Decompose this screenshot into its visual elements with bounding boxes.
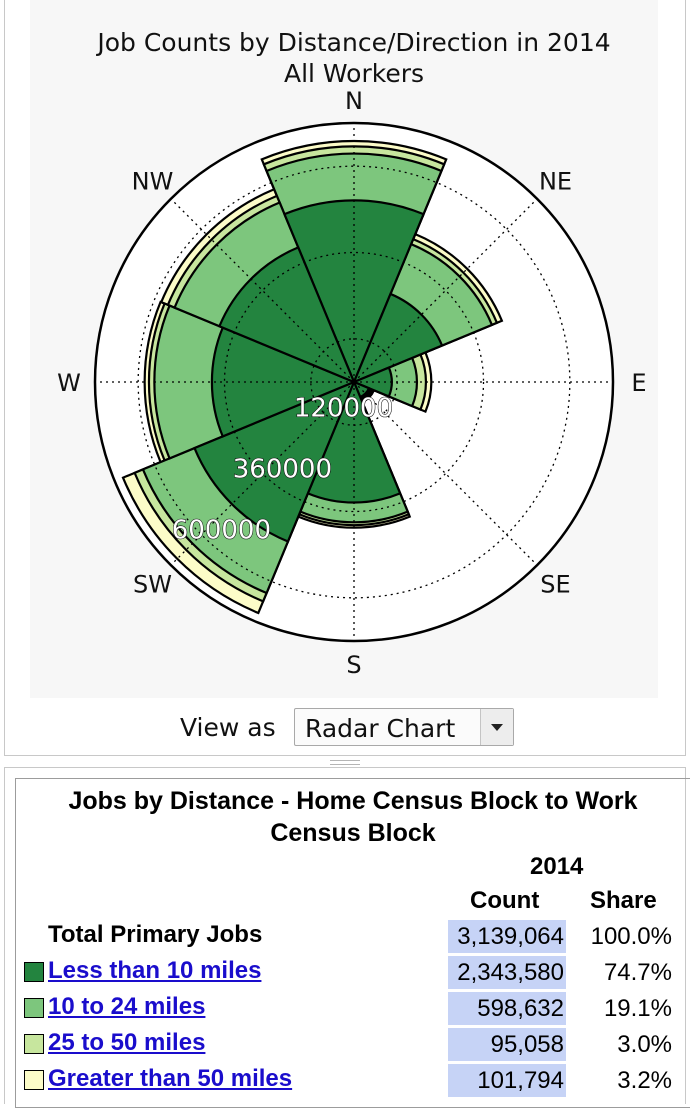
count-cell: 2,343,580 — [448, 956, 566, 989]
view-as-label: View as — [180, 713, 276, 742]
grip-icon — [330, 760, 360, 765]
view-as-row: View as Radar Chart — [0, 704, 690, 750]
grid-spoke-sw — [170, 381, 355, 566]
year-header: 2014 — [530, 853, 584, 880]
count-cell: 101,794 — [448, 1064, 566, 1097]
count-value: 101,794 — [477, 1067, 564, 1094]
total-count: 3,139,064 — [457, 923, 564, 950]
link-25-to-50-miles[interactable]: 25 to 50 miles — [48, 1029, 206, 1056]
legend-swatch-10-24 — [24, 998, 44, 1018]
share-header: Share — [590, 887, 657, 914]
share-value: 3.0% — [617, 1031, 672, 1058]
view-as-selected-value: Radar Chart — [305, 714, 456, 743]
total-count-cell: 3,139,064 — [448, 920, 566, 953]
legend-swatch-gt50 — [24, 1070, 44, 1090]
link-greater-than-50-miles[interactable]: Greater than 50 miles — [48, 1065, 293, 1092]
total-share: 100.0% — [590, 923, 672, 950]
wedge-w-series-0[interactable] — [210, 326, 357, 438]
share-value: 3.2% — [617, 1067, 672, 1094]
direction-label-w: W — [57, 369, 81, 397]
panel-divider[interactable] — [0, 757, 690, 765]
radial-tick-label: 600000 — [172, 516, 271, 546]
grid-spoke-se — [353, 381, 538, 566]
total-label: Total Primary Jobs — [48, 921, 263, 948]
direction-label-se: SE — [540, 571, 570, 599]
grid-ring-2 — [137, 165, 571, 599]
grid-spoke-ne — [353, 198, 538, 383]
share-value: 74.7% — [603, 959, 672, 986]
jobs-distance-table: Jobs by Distance - Home Census Block to … — [15, 778, 690, 1108]
direction-label-ne: NE — [539, 168, 572, 196]
chart-subtitle: All Workers — [284, 59, 424, 88]
table-title-line1: Jobs by Distance - Home Census Block to … — [68, 787, 638, 815]
legend-swatch-25-50 — [24, 1034, 44, 1054]
count-value: 95,058 — [490, 1031, 564, 1058]
table-panel: Jobs by Distance - Home Census Block to … — [4, 767, 690, 1108]
grid-layer — [95, 123, 613, 641]
count-value: 2,343,580 — [457, 959, 564, 986]
count-cell: 598,632 — [448, 992, 566, 1025]
direction-label-n: N — [345, 87, 363, 115]
grid-ring-1 — [223, 251, 485, 513]
count-cell: 95,058 — [448, 1028, 566, 1061]
share-value: 19.1% — [603, 995, 672, 1022]
grid-spoke-nw — [170, 198, 355, 383]
legend-swatch-lt10 — [24, 962, 44, 982]
link-10-to-24-miles[interactable]: 10 to 24 miles — [48, 993, 206, 1020]
direction-label-e: E — [631, 369, 646, 397]
chevron-down-icon[interactable] — [480, 709, 513, 745]
chart-title: Job Counts by Distance/Direction in 2014 — [95, 28, 610, 57]
direction-labels: N NE E SE S SW W NW — [57, 87, 646, 679]
link-less-than-10-miles[interactable]: Less than 10 miles — [48, 957, 262, 984]
radial-tick-label: 360000 — [233, 455, 332, 485]
direction-label-sw: SW — [133, 571, 172, 599]
direction-label-nw: NW — [132, 168, 174, 196]
count-header: Count — [470, 887, 540, 914]
radial-tick-label: 120000 — [294, 394, 393, 424]
count-value: 598,632 — [477, 995, 564, 1022]
radar-chart: Job Counts by Distance/Direction in 2014… — [57, 28, 646, 679]
view-as-select[interactable]: Radar Chart — [294, 708, 514, 746]
table-title-line2: Census Block — [270, 819, 436, 847]
radial-tick-labels: 120000 360000 600000 — [171, 393, 393, 546]
direction-label-s: S — [346, 651, 361, 679]
